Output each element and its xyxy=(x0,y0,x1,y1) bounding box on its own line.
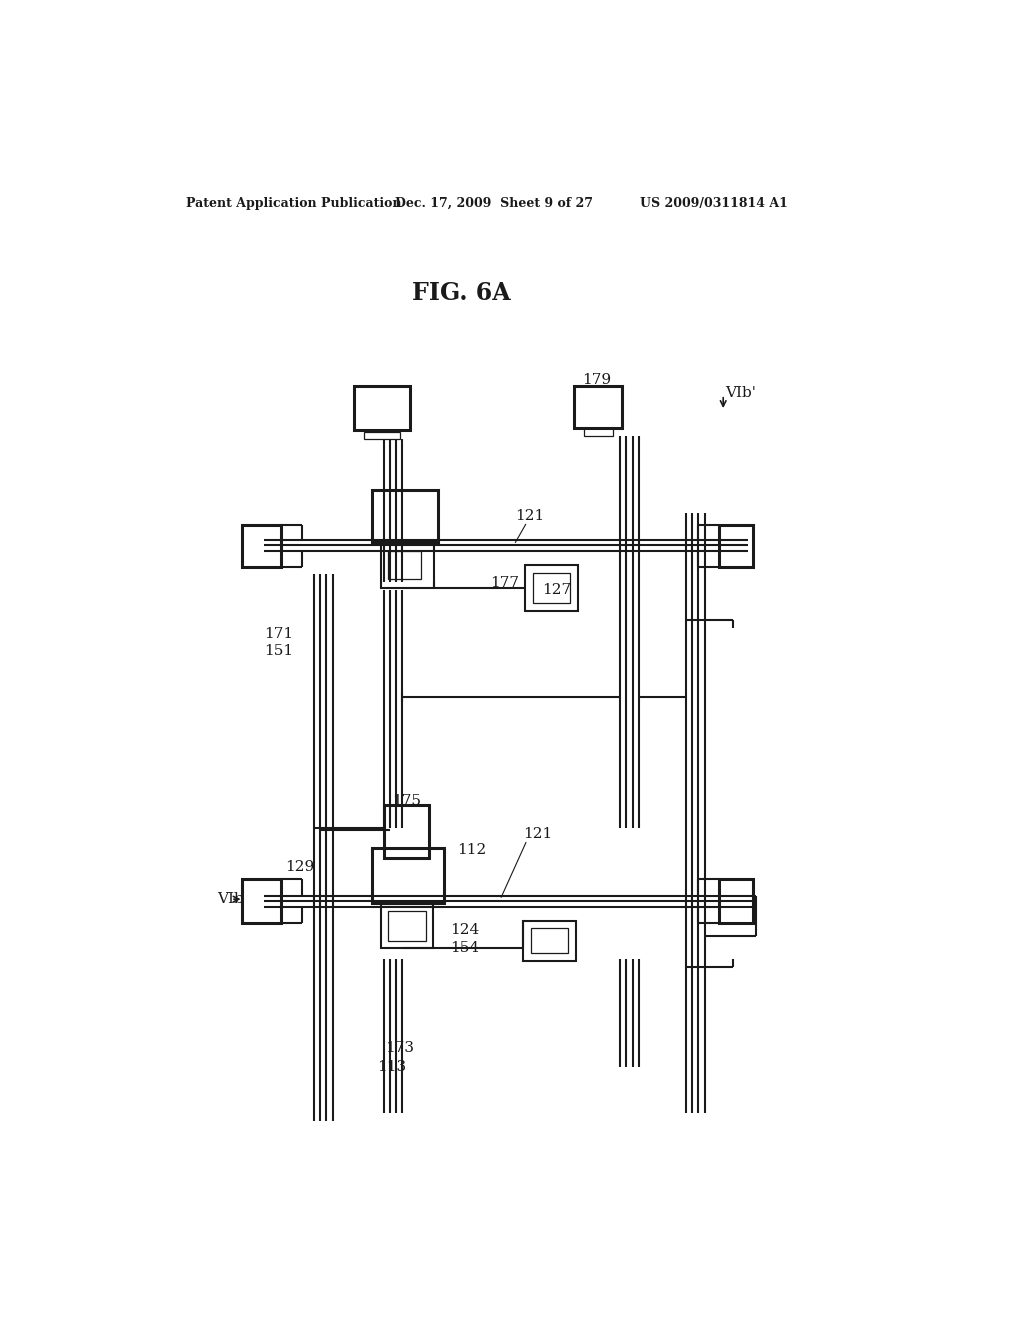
Text: 175: 175 xyxy=(392,795,422,808)
Text: VIb': VIb' xyxy=(725,387,756,400)
Text: US 2009/0311814 A1: US 2009/0311814 A1 xyxy=(640,197,787,210)
Text: 154: 154 xyxy=(450,941,479,954)
Bar xyxy=(372,490,438,541)
Bar xyxy=(364,432,400,440)
Text: 177: 177 xyxy=(490,577,519,590)
Text: 173: 173 xyxy=(385,1040,414,1055)
Text: 121: 121 xyxy=(515,510,545,524)
Text: VIb: VIb xyxy=(217,892,244,906)
Bar xyxy=(523,921,575,961)
Bar xyxy=(574,385,623,428)
Bar xyxy=(242,525,281,568)
Bar xyxy=(719,879,754,923)
Bar xyxy=(719,525,754,568)
Bar xyxy=(372,847,444,903)
Text: Dec. 17, 2009  Sheet 9 of 27: Dec. 17, 2009 Sheet 9 of 27 xyxy=(395,197,593,210)
Text: FIG. 6A: FIG. 6A xyxy=(412,281,511,305)
Text: 124: 124 xyxy=(450,923,479,937)
Text: 121: 121 xyxy=(523,828,553,841)
Bar xyxy=(524,565,578,611)
Text: Patent Application Publication: Patent Application Publication xyxy=(186,197,401,210)
Text: 127: 127 xyxy=(543,582,571,597)
Text: 112: 112 xyxy=(458,843,486,857)
Bar xyxy=(531,928,568,953)
Bar xyxy=(381,904,433,948)
Bar xyxy=(384,805,429,858)
Bar xyxy=(584,428,613,436)
Bar xyxy=(388,552,421,578)
Text: 171: 171 xyxy=(264,627,293,642)
Text: 179: 179 xyxy=(583,374,611,387)
Text: 129: 129 xyxy=(286,859,314,874)
Text: 151: 151 xyxy=(264,644,293,659)
Bar xyxy=(388,911,426,941)
Bar xyxy=(381,544,434,589)
Text: 113: 113 xyxy=(377,1060,407,1074)
Bar xyxy=(532,573,569,603)
Bar xyxy=(242,879,281,923)
Bar xyxy=(354,385,410,430)
